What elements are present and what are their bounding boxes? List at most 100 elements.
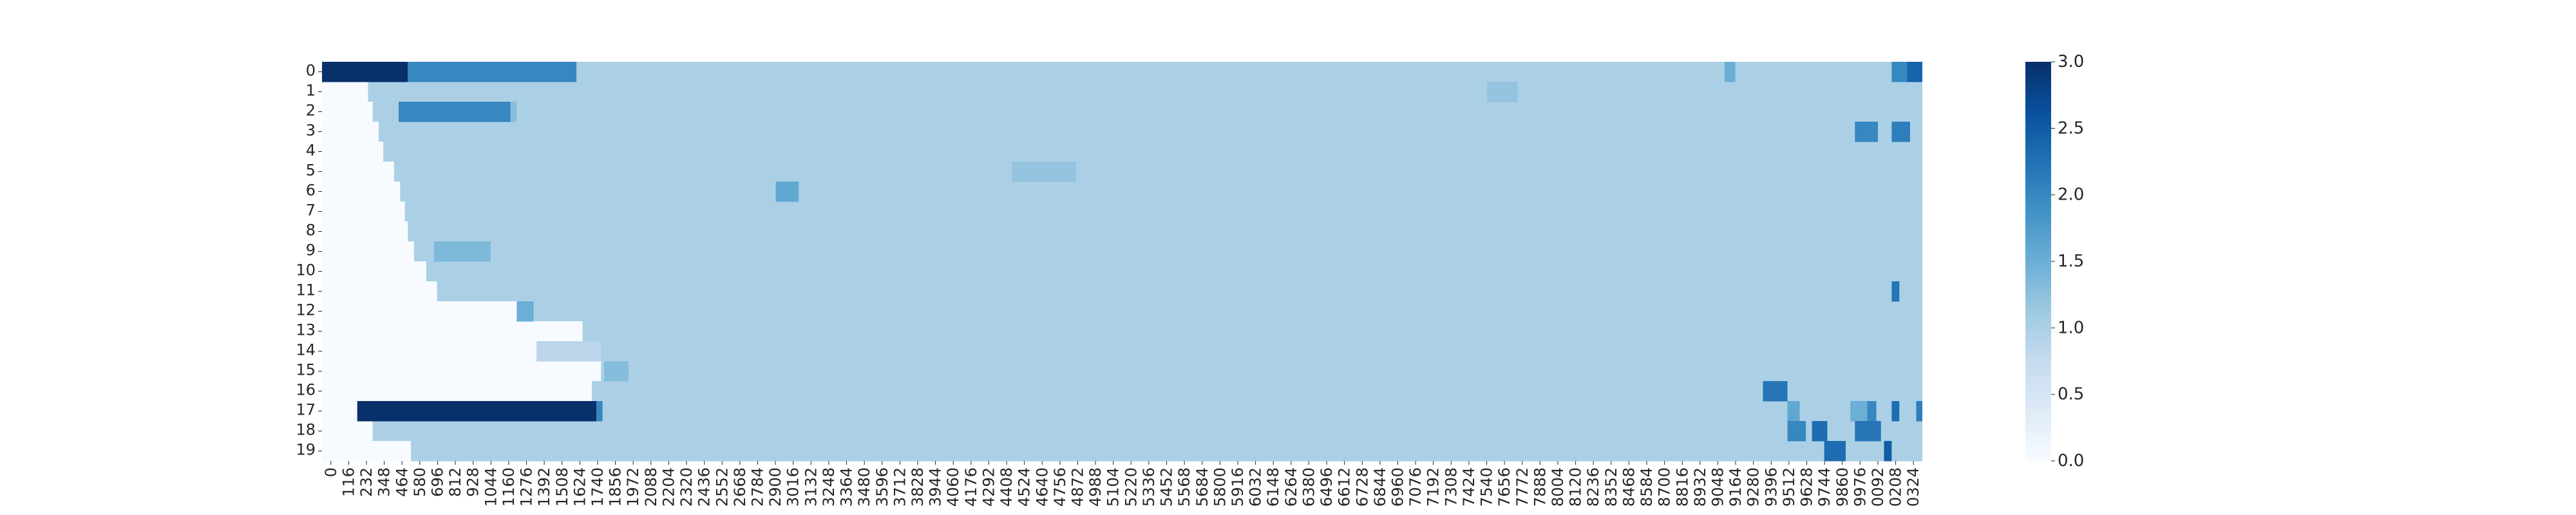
- heatmap-cell: [1907, 62, 1922, 82]
- y-tick-label: 6: [306, 182, 316, 200]
- heatmap-cell: [322, 241, 414, 262]
- x-tick-label: 2784: [748, 467, 766, 507]
- colorbar-tick-label: 1.5: [2058, 252, 2084, 271]
- heatmap-cell: [400, 182, 1923, 202]
- x-tick-label: 928: [464, 467, 482, 497]
- colorbar-tick-label: 3.0: [2058, 52, 2084, 71]
- x-tick-label: 4524: [1016, 467, 1034, 507]
- x-tick-label: 7076: [1406, 467, 1425, 507]
- heatmap-cell: [322, 301, 525, 322]
- heatmap-cell: [1763, 381, 1788, 402]
- x-tick-label: 8700: [1656, 467, 1674, 507]
- x-tick-label: 9280: [1745, 467, 1763, 507]
- y-tick-label: 0: [306, 62, 316, 80]
- heatmap-cell: [322, 381, 592, 402]
- heatmap-cell: [408, 221, 1923, 242]
- heatmap-cell: [516, 301, 534, 322]
- heatmap-cell: [536, 341, 1922, 362]
- x-tick-label: 9512: [1780, 467, 1798, 507]
- y-tick-label: 5: [306, 162, 316, 180]
- x-tick-label: 464: [393, 467, 411, 497]
- x-tick-label: 6496: [1318, 467, 1336, 507]
- y-tick-label: 4: [306, 142, 316, 160]
- x-tick-label: 2552: [713, 467, 731, 507]
- x-tick-label: 1508: [553, 467, 571, 507]
- x-tick-label: 5220: [1122, 467, 1140, 507]
- heatmap-cell: [1787, 401, 1800, 422]
- x-tick-label: 6960: [1388, 467, 1406, 507]
- x-tick-label: 9048: [1709, 467, 1727, 507]
- x-axis-ticks: 0 116 232 348 464 580 696 812 928 1044 1160 1276 139…: [322, 461, 1922, 507]
- heatmap-cell: [601, 361, 1923, 382]
- x-tick-label: 6728: [1353, 467, 1371, 507]
- heatmap-cell: [404, 201, 1923, 222]
- heatmap-cell: [413, 241, 1922, 262]
- x-tick-label: 3016: [784, 467, 802, 507]
- x-tick-label: 6380: [1300, 467, 1318, 507]
- heatmap-cell: [596, 401, 603, 422]
- heatmap-cell: [322, 102, 373, 122]
- heatmap-cell: [1812, 421, 1828, 442]
- x-tick-label: 1856: [607, 467, 625, 507]
- x-tick-label: 5336: [1140, 467, 1158, 507]
- x-tick-label: 7772: [1513, 467, 1531, 507]
- heatmap-cell: [322, 122, 379, 142]
- y-tick-label: 12: [296, 301, 316, 319]
- heatmap-cell: [1867, 401, 1877, 422]
- x-tick-label: 812: [446, 467, 464, 497]
- heatmap-cell: [1884, 441, 1892, 462]
- x-tick-label: 9744: [1815, 467, 1833, 507]
- y-tick-label: 16: [296, 381, 316, 399]
- y-tick-label: 8: [306, 221, 316, 239]
- x-tick-label: 2436: [696, 467, 714, 507]
- x-tick-label: 5800: [1211, 467, 1229, 507]
- y-tick-label: 7: [306, 201, 316, 220]
- heatmap-cell: [426, 261, 1923, 282]
- heatmap-cell: [1724, 62, 1736, 82]
- heatmap-cell: [591, 381, 1922, 402]
- x-tick-label: 5452: [1158, 467, 1176, 507]
- heatmap-cell: [322, 321, 583, 342]
- x-tick-label: 6148: [1264, 467, 1282, 507]
- y-tick-label: 15: [296, 361, 316, 379]
- x-tick-label: 6264: [1282, 467, 1300, 507]
- y-tick-label: 1: [306, 82, 316, 100]
- colorbar-tick-label: 2.5: [2058, 118, 2084, 138]
- heatmap-cell: [322, 201, 405, 222]
- x-tick-label: 7192: [1425, 467, 1443, 507]
- x-tick-label: 3480: [855, 467, 873, 507]
- heatmap-cell: [775, 182, 799, 202]
- y-tick-label: 3: [306, 122, 316, 140]
- heatmap-cell: [1916, 401, 1922, 422]
- heatmap-cell: [411, 441, 1922, 462]
- x-tick-label: 7656: [1495, 467, 1513, 507]
- x-tick-label: 8584: [1638, 467, 1656, 507]
- heatmap-cell: [357, 401, 1923, 422]
- x-tick-label: 2088: [642, 467, 660, 507]
- heatmap-cell: [1891, 281, 1900, 302]
- colorbar-ticks: 0.0 0.5 1.0 1.5 2.0 2.5 3.0: [2051, 52, 2084, 471]
- heatmap-cell: [322, 281, 437, 302]
- colorbar-tick-label: 2.0: [2058, 185, 2084, 205]
- heatmap-cell: [524, 301, 1923, 322]
- x-tick-label: 8004: [1549, 467, 1567, 507]
- x-tick-label: 3596: [873, 467, 891, 507]
- y-tick-label: 14: [296, 341, 316, 359]
- y-tick-label: 17: [296, 401, 316, 419]
- heatmap-cell: [1824, 441, 1846, 462]
- heatmap-cells: [322, 62, 1923, 462]
- x-tick-label: 7888: [1531, 467, 1549, 507]
- heatmap-cell: [399, 102, 511, 122]
- heatmap-cell: [322, 162, 394, 182]
- heatmap-cell: [372, 102, 1922, 122]
- x-tick-label: 6844: [1371, 467, 1389, 507]
- heatmap-cell: [372, 421, 1922, 442]
- heatmap-cell: [322, 401, 357, 422]
- heatmap-cell: [322, 82, 368, 102]
- x-tick-label: 3132: [802, 467, 820, 507]
- y-tick-label: 9: [306, 241, 316, 259]
- x-tick-label: 5684: [1193, 467, 1211, 507]
- heatmap-cell: [437, 281, 1923, 302]
- x-tick-label: 4756: [1051, 467, 1069, 507]
